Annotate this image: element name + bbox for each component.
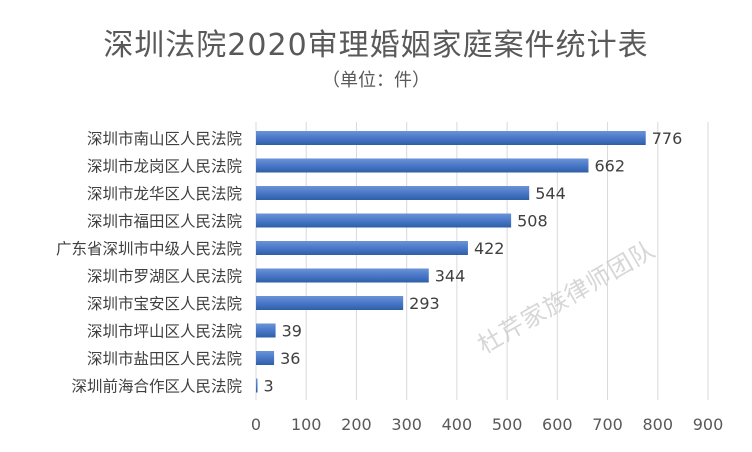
bar [256,213,512,228]
x-tick-label: 400 [442,415,473,434]
bars [256,131,646,393]
category-label: 深圳市宝安区人民法院 [87,294,242,313]
x-tick-label: 800 [643,415,674,434]
data-label: 39 [282,322,302,341]
x-tick-label: 500 [492,415,523,434]
bar [256,351,275,365]
bar [256,241,468,255]
data-label: 662 [594,157,625,176]
bar [256,186,530,200]
category-label: 深圳市盐田区人民法院 [87,349,242,368]
category-label: 深圳市南山区人民法院 [87,129,242,148]
bar [256,296,404,310]
chart-subtitle: （单位：件） [322,70,430,91]
bar [256,131,646,145]
data-label: 508 [517,212,548,231]
x-tick-label: 0 [251,415,261,434]
x-tick-label: 200 [341,415,372,434]
category-label: 深圳市坪山区人民法院 [87,322,242,341]
chart-title: 深圳法院2020审理婚姻家庭案件统计表 [103,28,649,63]
category-label: 深圳市福田区人民法院 [87,212,242,231]
bar [256,378,258,393]
x-tick-label: 600 [542,415,573,434]
category-label: 深圳市龙岗区人民法院 [87,157,242,176]
data-label: 3 [264,377,274,396]
x-tick-label: 300 [391,415,422,434]
category-label: 深圳市罗湖区人民法院 [87,267,242,286]
data-label: 422 [474,239,505,258]
data-label: 293 [409,294,440,313]
category-label: 深圳市龙华区人民法院 [87,184,242,203]
category-label: 广东省深圳市中级人民法院 [56,239,242,258]
data-label: 36 [280,349,300,368]
labels: 0 100 200 300 400 500 600 700 800 900 深圳市南山区人民法院 77… [56,129,723,434]
data-label: 344 [435,267,466,286]
data-label: 776 [652,129,683,148]
x-tick-label: 100 [291,415,322,434]
bar [256,323,276,338]
bar [256,158,589,173]
bar [256,268,429,283]
x-tick-label: 700 [592,415,623,434]
data-label: 544 [535,184,566,203]
x-tick-label: 900 [693,415,724,434]
category-label: 深圳前海合作区人民法院 [71,377,242,396]
